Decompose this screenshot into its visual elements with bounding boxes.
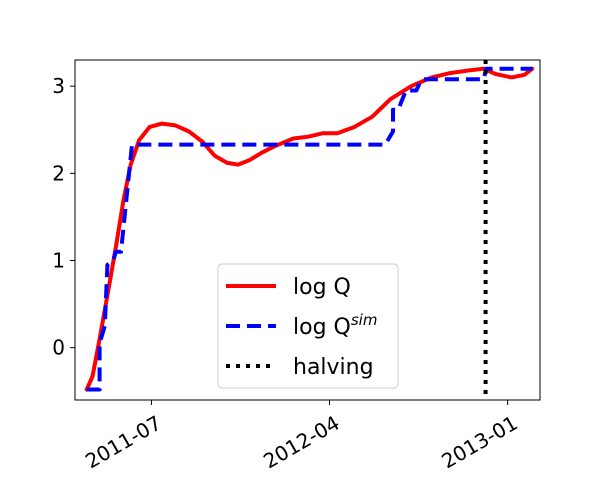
legend-box [217, 263, 399, 389]
legend-label-log-q-sim: log Qsim [293, 311, 377, 340]
legend-label-log-q-sim-base: log Q [293, 315, 351, 340]
series-layer [84, 60, 535, 400]
legend-label-log-q: log Q [293, 275, 351, 300]
y-tick-label: 3 [52, 74, 65, 98]
x-tick-label: 2011-07 [81, 411, 165, 474]
y-tick-label: 1 [52, 249, 65, 273]
y-tick-label: 0 [52, 336, 65, 360]
legend-label-halving: halving [293, 355, 374, 380]
legend: log Q log Qsim halving [217, 263, 399, 389]
legend-label-log-q-sim-superscript: sim [351, 311, 378, 329]
y-tick-label: 2 [52, 161, 65, 185]
axes-frame [74, 59, 541, 401]
x-tick-label: 2012-04 [259, 411, 343, 474]
x-tick-label: 2013-01 [437, 411, 521, 474]
